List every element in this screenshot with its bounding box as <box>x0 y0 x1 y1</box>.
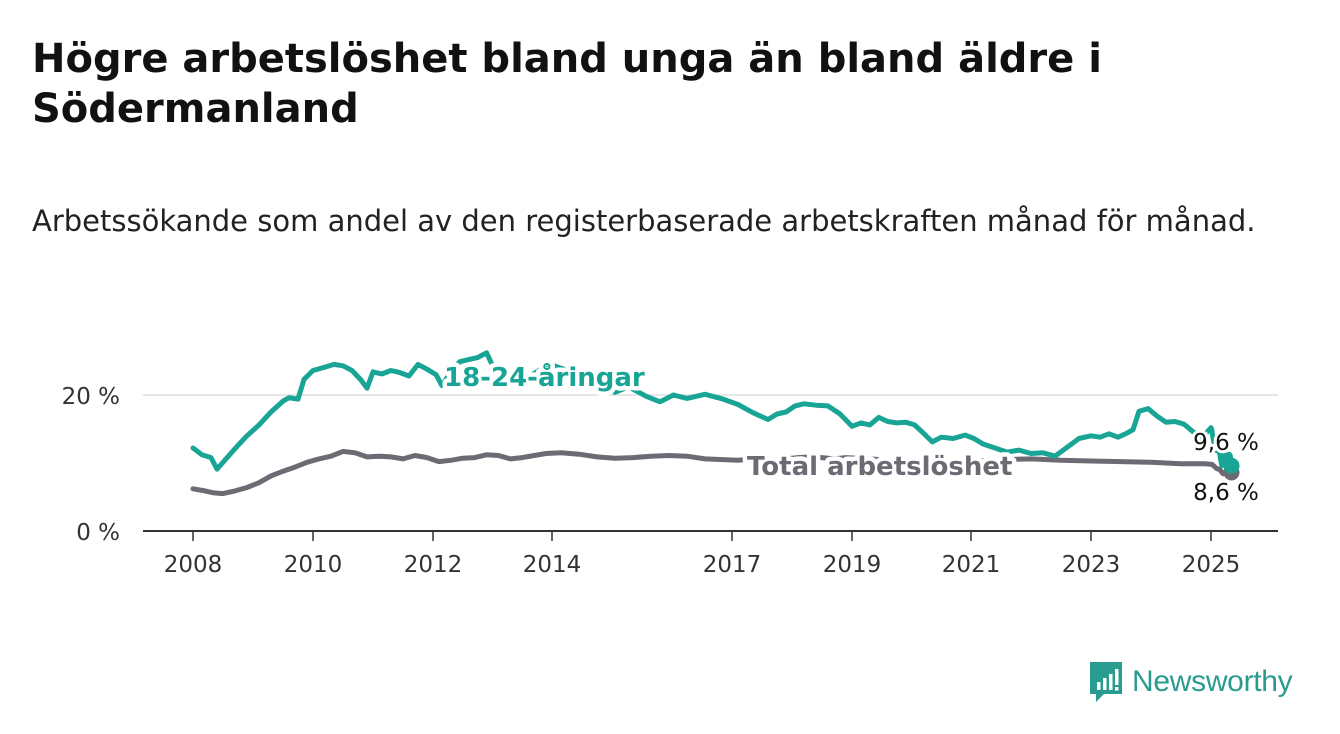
y-tick-label: 20 % <box>62 384 120 410</box>
series-line-youth <box>190 350 1234 472</box>
x-tick-label: 2019 <box>823 552 882 578</box>
x-tick-label: 2025 <box>1182 552 1241 578</box>
chart-subtitle: Arbetssökande som andel av den registerb… <box>32 204 1256 238</box>
x-tick-label: 2014 <box>523 552 582 578</box>
x-tick-label: 2017 <box>703 552 762 578</box>
series-label-youth: 18-24-åringar <box>444 361 645 393</box>
x-tick-label: 2012 <box>404 552 463 578</box>
x-tick-label: 2021 <box>942 552 1001 578</box>
chart-title: Högre arbetslöshet bland unga än bland ä… <box>32 36 1102 132</box>
series-endpoint-youth <box>1223 457 1240 474</box>
x-tick-label: 2010 <box>284 552 343 578</box>
end-label-total: 8,6 % <box>1193 480 1259 506</box>
y-tick-label: 0 % <box>76 520 120 546</box>
newsworthy-logo-text: Newsworthy <box>1132 665 1293 698</box>
series-label-total: Total arbetslöshet <box>747 452 1012 482</box>
newsworthy-logo: Newsworthy <box>1088 660 1293 704</box>
x-tick-label: 2023 <box>1062 552 1121 578</box>
line-chart: 0 % 20 % 2008 2010 2012 2014 2017 2019 2021 2023 2… <box>62 350 1278 578</box>
end-label-youth: 9,6 % <box>1193 430 1259 456</box>
newsworthy-logo-icon <box>1090 662 1122 702</box>
x-tick-label: 2008 <box>164 552 223 578</box>
series-line-total <box>190 448 1234 497</box>
